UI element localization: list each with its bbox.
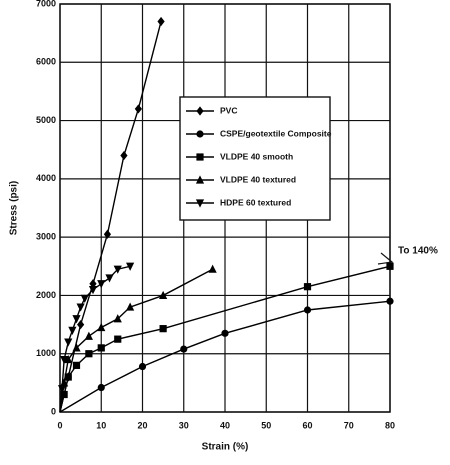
marker [77, 319, 85, 330]
marker [113, 314, 122, 323]
marker [303, 283, 312, 291]
marker [386, 297, 394, 305]
marker [138, 362, 147, 371]
marker [80, 294, 89, 303]
x-tick-label: 80 [385, 420, 395, 430]
marker [84, 331, 93, 340]
marker [120, 150, 128, 161]
marker [60, 390, 68, 399]
marker [157, 16, 165, 27]
marker [126, 302, 135, 311]
marker [103, 229, 112, 239]
x-tick-label: 50 [261, 420, 271, 430]
marker [97, 344, 105, 352]
legend-label: VLDPE 40 smooth [220, 151, 293, 161]
marker [180, 345, 188, 353]
marker [134, 104, 142, 114]
y-tick-label: 2000 [36, 290, 56, 300]
y-tick-label: 3000 [36, 232, 56, 242]
marker [88, 286, 98, 295]
y-tick-label: 0 [51, 406, 56, 416]
annotation-arrow [377, 252, 394, 265]
legend-label: PVC [220, 105, 237, 115]
x-tick-label: 20 [137, 420, 147, 430]
marker [85, 350, 93, 358]
marker [72, 361, 81, 369]
legend-marker [196, 130, 204, 138]
marker [221, 329, 229, 337]
marker [159, 325, 167, 333]
marker [113, 265, 122, 274]
legend-marker [196, 153, 204, 161]
legend-label: HDPE 60 textured [220, 197, 291, 207]
marker [386, 262, 394, 270]
x-axis-label: Strain (%) [202, 442, 249, 453]
legend-marker [196, 106, 204, 116]
y-axis-label: Stress (psi) [9, 181, 20, 235]
annotation: To 140% [398, 246, 438, 257]
x-tick-label: 30 [179, 420, 189, 430]
marker [97, 383, 105, 392]
marker [60, 355, 69, 365]
marker [72, 343, 81, 352]
x-tick-label: 60 [302, 420, 312, 430]
marker [159, 290, 168, 300]
marker [64, 354, 73, 364]
x-tick-label: 10 [96, 420, 106, 430]
marker [68, 326, 77, 335]
marker [303, 306, 312, 314]
y-tick-label: 5000 [36, 115, 56, 125]
y-tick-label: 4000 [36, 173, 56, 183]
marker [76, 303, 85, 312]
plot-frame [59, 3, 391, 413]
series-line [59, 268, 213, 413]
series-line [59, 21, 162, 413]
marker [114, 335, 122, 343]
marker [97, 322, 106, 332]
legend-box [179, 96, 331, 221]
y-tick-label: 1000 [36, 348, 56, 358]
x-tick-label: 70 [344, 420, 354, 430]
legend-marker [195, 199, 205, 208]
marker [97, 280, 106, 289]
marker [72, 315, 81, 324]
marker [64, 373, 72, 381]
legend-label: CSPE/geotextile Composite [220, 128, 332, 138]
legend-label: VLDPE 40 textured [220, 174, 296, 184]
marker [208, 264, 217, 273]
marker [126, 262, 135, 271]
y-tick-label: 7000 [36, 0, 56, 8]
x-tick-label: 40 [220, 420, 230, 430]
marker [64, 338, 73, 347]
marker [57, 385, 67, 394]
y-tick-label: 6000 [36, 57, 56, 67]
marker [105, 274, 114, 283]
x-tick-label: 0 [57, 420, 62, 430]
legend-marker [195, 175, 205, 184]
